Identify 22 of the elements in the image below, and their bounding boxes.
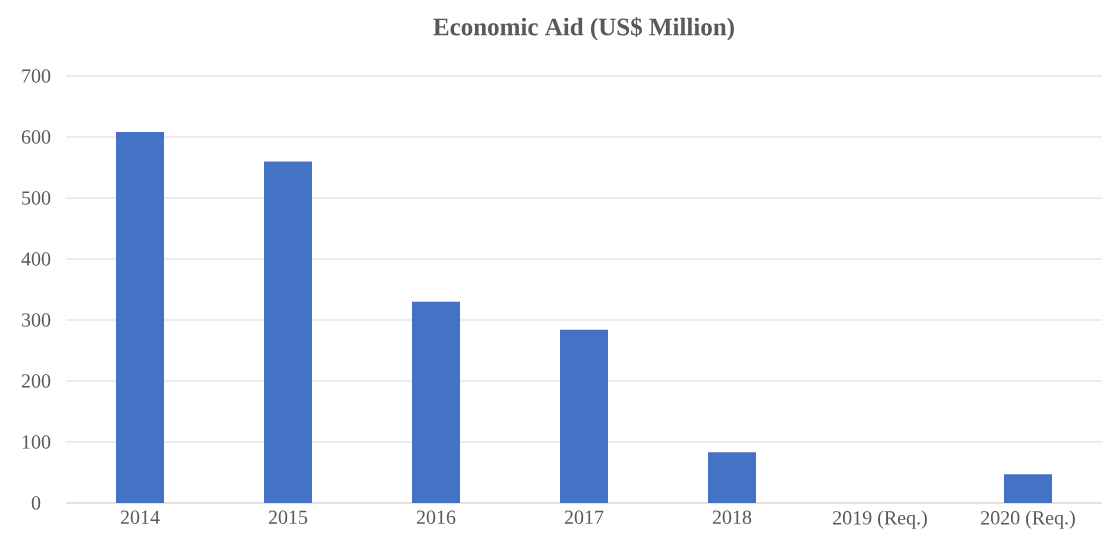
- y-tick-label: 400: [21, 252, 51, 266]
- y-tick-label: 600: [21, 130, 51, 144]
- x-tick-label: 2014: [120, 510, 160, 525]
- x-tick-label: 2018: [712, 510, 752, 525]
- bar: [559, 329, 608, 503]
- y-tick-label: 0: [31, 496, 41, 510]
- x-tick-label: 2017: [564, 510, 604, 525]
- bar: [264, 161, 312, 503]
- x-tick-label: 2015: [268, 510, 308, 525]
- bar: [1003, 474, 1052, 503]
- chart-title: Economic Aid (US$ Million): [433, 17, 734, 41]
- x-tick-label: 2016: [416, 510, 456, 525]
- bar: [707, 452, 756, 503]
- y-tick-label: 100: [22, 435, 51, 449]
- x-tick-label: 2020 (Req.): [981, 510, 1075, 529]
- y-tick-label: 200: [21, 374, 51, 388]
- y-tick-label: 300: [21, 313, 51, 327]
- y-tick-label: 500: [22, 191, 51, 205]
- bar: [411, 301, 460, 503]
- bar: [116, 132, 165, 503]
- y-tick-label: 700: [22, 69, 51, 83]
- x-tick-label: 2019 (Req.): [833, 510, 927, 529]
